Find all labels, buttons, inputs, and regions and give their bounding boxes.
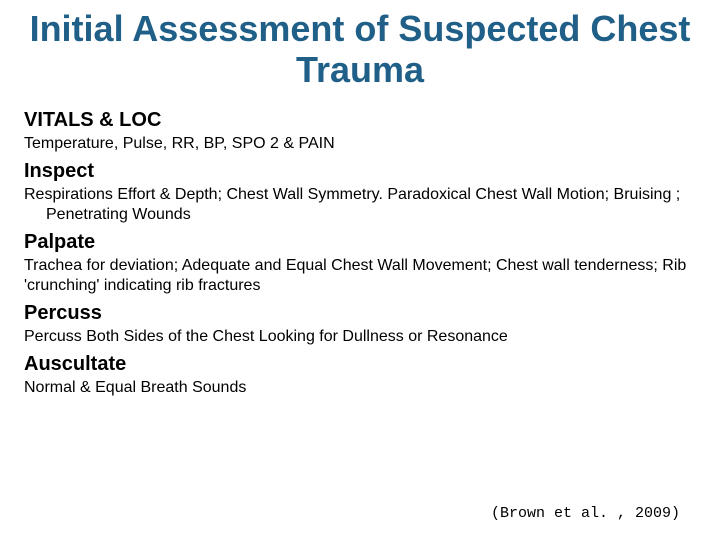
section-heading: Percuss <box>24 302 696 325</box>
section-auscultate: Auscultate Normal & Equal Breath Sounds <box>24 353 696 398</box>
slide-body: VITALS & LOC Temperature, Pulse, RR, BP,… <box>0 103 720 398</box>
section-percuss: Percuss Percuss Both Sides of the Chest … <box>24 302 696 347</box>
slide-title: Initial Assessment of Suspected Chest Tr… <box>20 8 700 91</box>
section-heading: Palpate <box>24 231 696 254</box>
section-heading: Inspect <box>24 160 696 183</box>
section-inspect: Inspect Respirations Effort & Depth; Che… <box>24 160 696 225</box>
citation: (Brown et al. , 2009) <box>491 505 680 522</box>
section-heading: VITALS & LOC <box>24 109 696 132</box>
section-heading: Auscultate <box>24 353 696 376</box>
slide-title-block: Initial Assessment of Suspected Chest Tr… <box>0 0 720 103</box>
section-text: Temperature, Pulse, RR, BP, SPO 2 & PAIN <box>24 134 696 154</box>
section-text: Normal & Equal Breath Sounds <box>24 378 696 398</box>
section-palpate: Palpate Trachea for deviation; Adequate … <box>24 231 696 296</box>
section-text: Trachea for deviation; Adequate and Equa… <box>24 256 696 296</box>
section-vitals: VITALS & LOC Temperature, Pulse, RR, BP,… <box>24 109 696 154</box>
section-text: Respirations Effort & Depth; Chest Wall … <box>24 185 696 225</box>
section-text: Percuss Both Sides of the Chest Looking … <box>24 327 696 347</box>
